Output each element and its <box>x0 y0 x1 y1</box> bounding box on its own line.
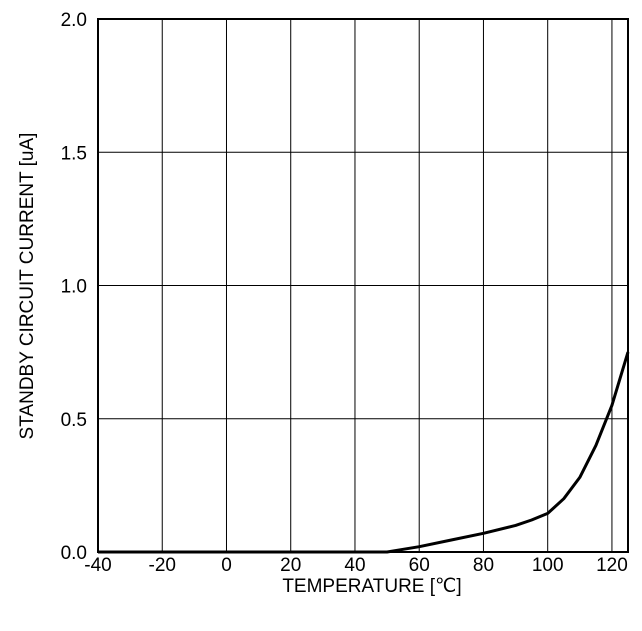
y-tick-label: 1.0 <box>61 277 87 298</box>
x-tick-label: 120 <box>596 555 628 576</box>
x-tick-label: -20 <box>149 555 176 576</box>
y-tick-label: 0.5 <box>61 410 87 431</box>
y-tick-label: 1.5 <box>61 143 87 164</box>
x-axis-title: TEMPERATURE [℃] <box>282 576 461 597</box>
x-tick-label: 0 <box>221 555 232 576</box>
x-tick-label: 40 <box>344 555 365 576</box>
y-tick-labels: 0.0 0.5 1.0 1.5 2.0 <box>61 10 87 564</box>
x-tick-label: 80 <box>473 555 494 576</box>
x-tick-label: -40 <box>84 555 111 576</box>
x-tick-label: 20 <box>280 555 301 576</box>
x-tick-label: 100 <box>532 555 564 576</box>
y-tick-label: 2.0 <box>61 10 87 31</box>
y-axis-title: STANDBY CIRCUIT CURRENT [uA] <box>17 133 38 440</box>
grid <box>98 19 628 552</box>
x-tick-label: 60 <box>409 555 430 576</box>
y-tick-label: 0.0 <box>61 543 87 564</box>
series-line <box>98 351 630 554</box>
x-tick-labels: -40 -20 0 20 40 60 80 100 120 <box>84 555 628 576</box>
plot-area <box>98 351 630 554</box>
plot-frame <box>97 18 629 553</box>
